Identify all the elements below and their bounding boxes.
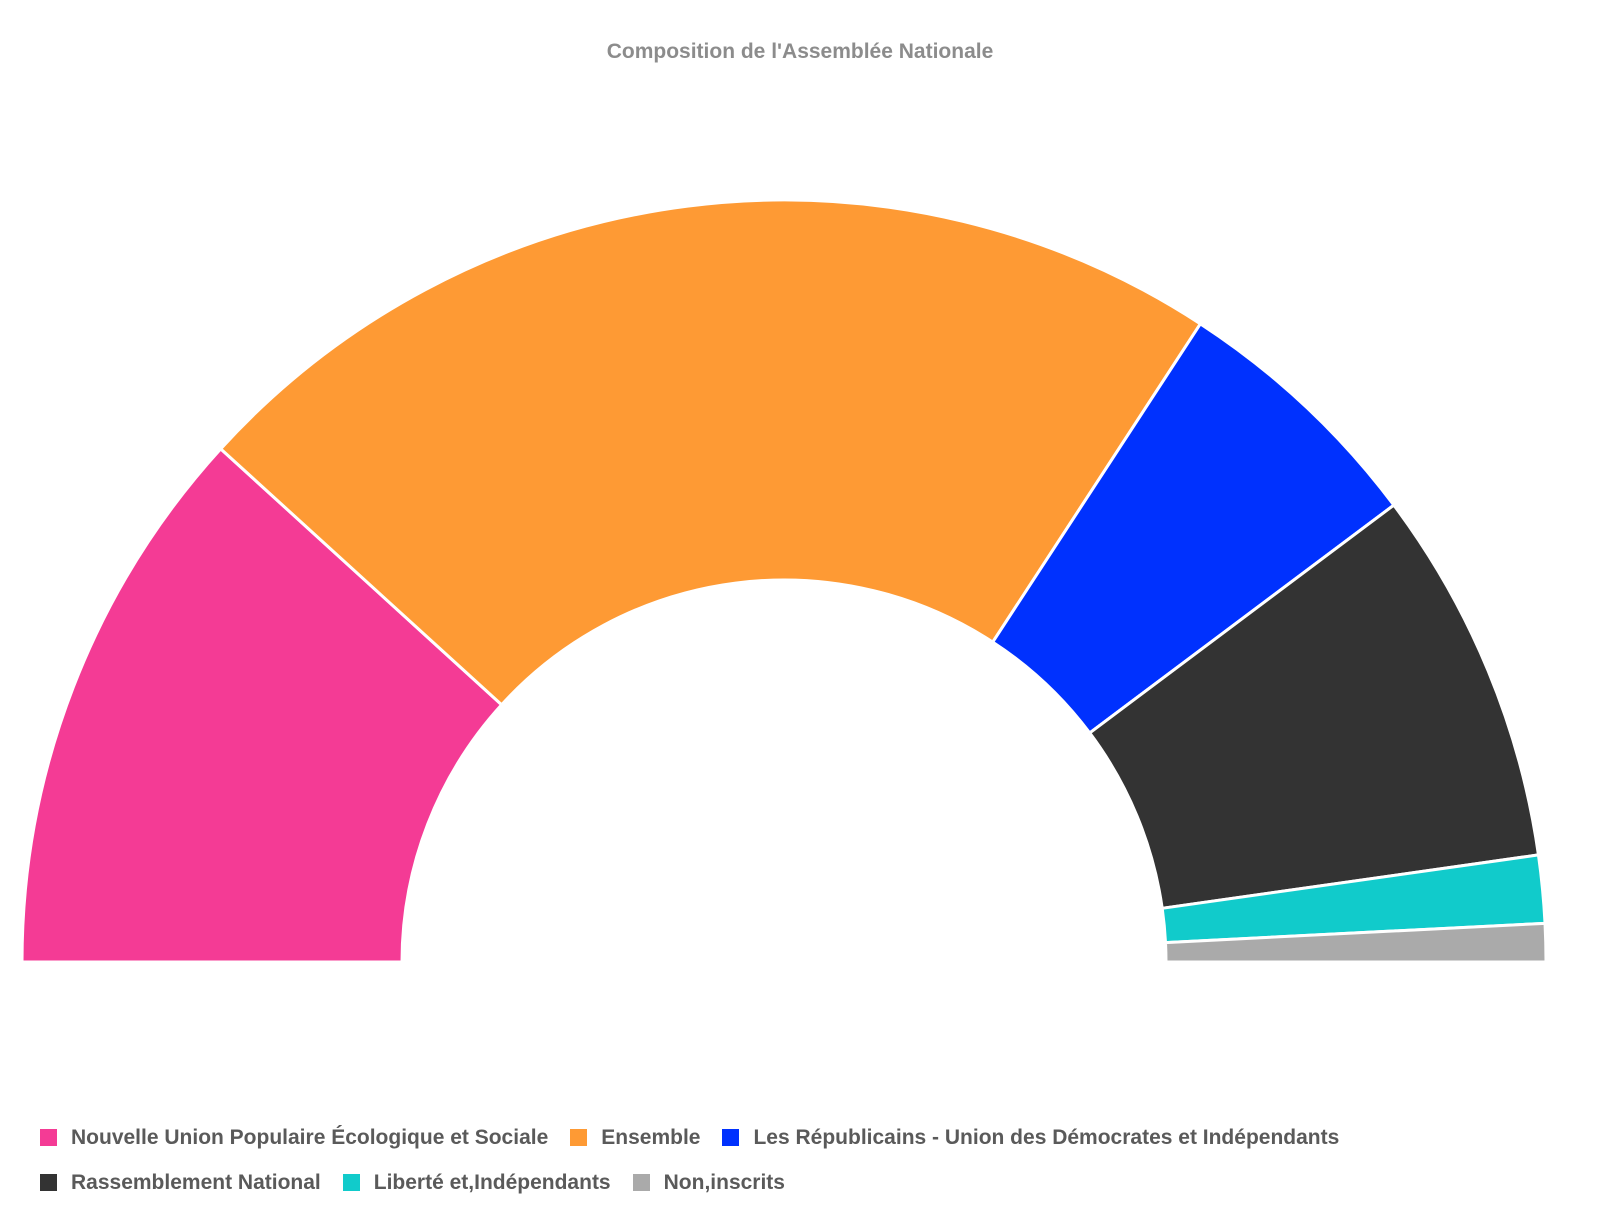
legend-item[interactable]: Liberté et,Indépendants: [342, 1170, 611, 1195]
legend-swatch: [570, 1129, 588, 1146]
legend-item[interactable]: Rassemblement National: [40, 1171, 321, 1195]
chart-title: Composition de l'Assemblée Nationale: [606, 40, 994, 63]
legend-swatch: [40, 1129, 57, 1146]
hemicycle-slice[interactable]: [1088, 503, 1540, 910]
legend-label: Nouvelle Union Populaire Écologique et S…: [71, 1125, 549, 1149]
legend-item[interactable]: Nouvelle Union Populaire Écologique et S…: [40, 1126, 548, 1150]
legend-label: Rassemblement National: [71, 1170, 321, 1194]
legend-item[interactable]: Ensemble: [570, 1126, 700, 1150]
legend-item[interactable]: Les Républicains - Union des Démocrates …: [722, 1126, 1339, 1150]
hemicycle-slice[interactable]: [219, 198, 1202, 707]
legend-row: Rassemblement National Liberté et,Indépe…: [40, 1160, 1560, 1205]
legend: Nouvelle Union Populaire Écologique et S…: [40, 1115, 1560, 1205]
legend-label: Les Républicains - Union des Démocrates …: [753, 1125, 1340, 1149]
legend-swatch: [632, 1174, 650, 1191]
hemicycle-slice[interactable]: [1164, 921, 1548, 964]
legend-row: Nouvelle Union Populaire Écologique et S…: [40, 1115, 1560, 1160]
hemicycle-slice[interactable]: [20, 447, 504, 964]
legend-label: Non,inscrits: [663, 1170, 785, 1194]
legend-swatch: [40, 1174, 57, 1191]
legend-label: Ensemble: [601, 1125, 701, 1149]
legend-swatch: [342, 1174, 360, 1191]
legend-item[interactable]: Non,inscrits: [632, 1170, 785, 1195]
legend-label: Liberté et,Indépendants: [373, 1170, 611, 1194]
legend-swatch: [722, 1129, 740, 1146]
